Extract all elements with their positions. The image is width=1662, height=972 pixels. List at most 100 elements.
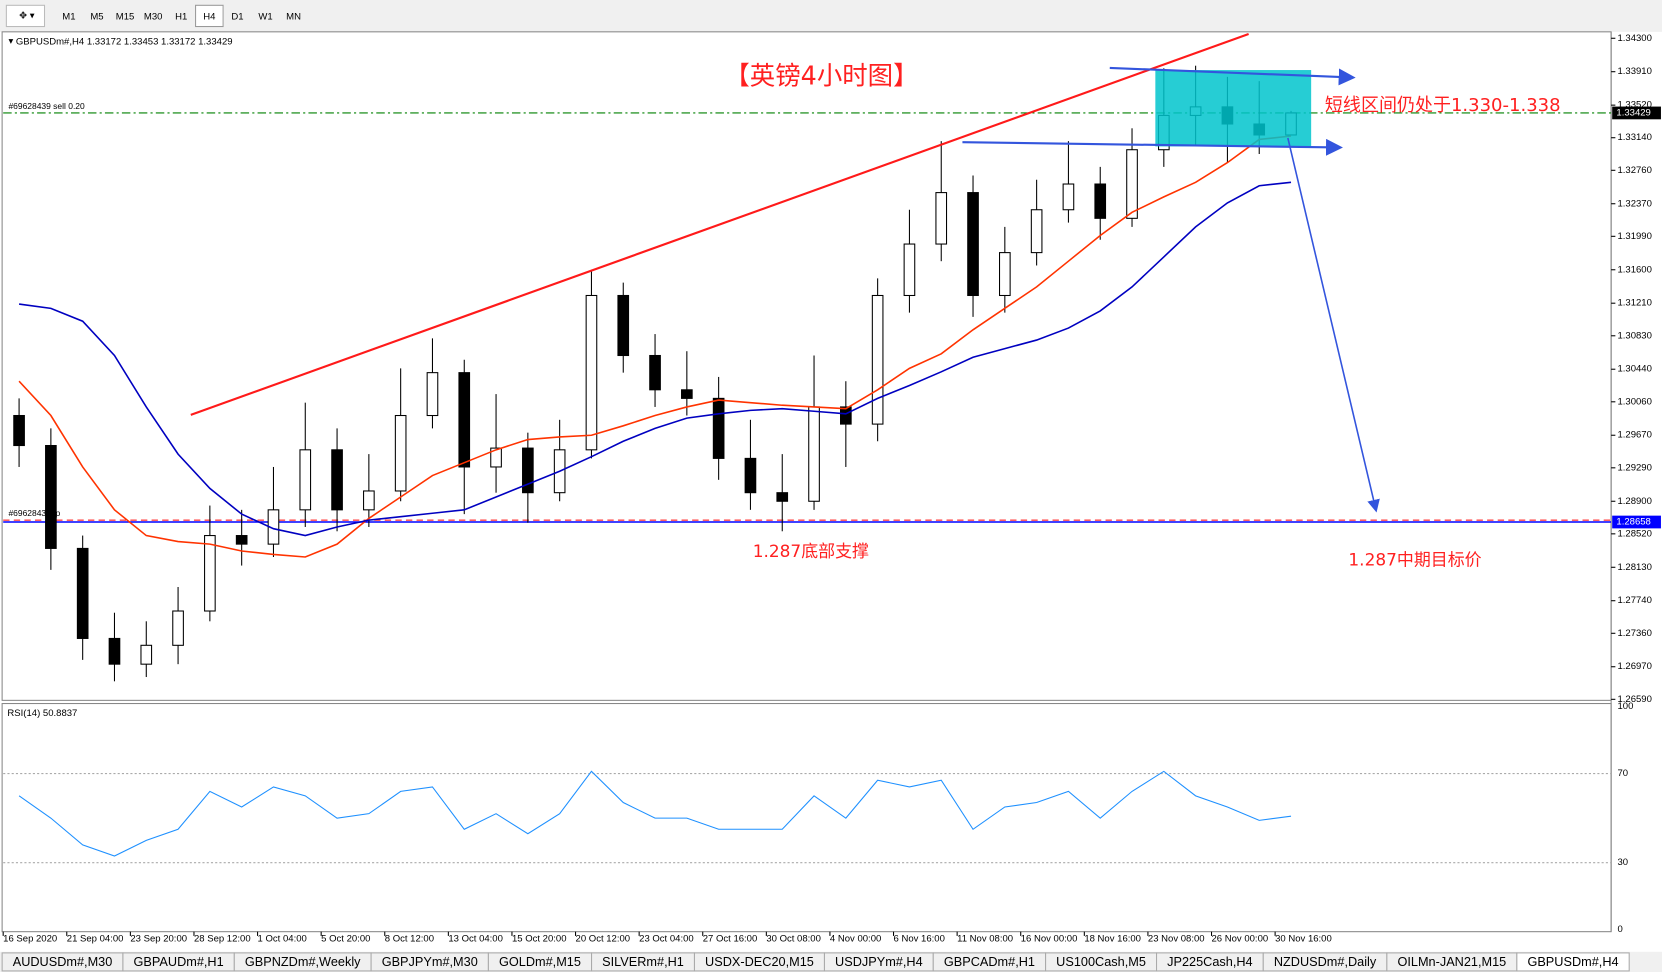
low: 1.33172 [161,36,195,47]
order-label: #69628439 sell 0.20 [8,101,85,111]
rsi-value: 50.8837 [43,708,77,719]
tab-label: GBPJPYm#,M30 [382,954,478,969]
y-tick-label: 1.30830 [1617,330,1651,341]
y-tick-label: 100 [1617,701,1633,712]
candle-body [1126,149,1138,219]
candle-body [1062,183,1075,211]
x-tick-label: 23 Nov 08:00 [1148,934,1205,945]
chart-annotation: 短线区间仍处于1.330-1.338 [1325,95,1561,116]
price-box [1612,106,1661,120]
main-panel [1,31,1612,701]
timeframe-label: M5 [90,11,103,22]
timeframe-label: H4 [203,11,216,22]
y-tick-label: 1.31990 [1617,231,1651,242]
y-tick-label: 1.28900 [1617,496,1651,507]
candle-body [204,535,216,612]
candle-body [299,449,312,511]
x-tick-label: 28 Sep 12:00 [194,934,251,945]
candle-body [1094,183,1107,219]
timeframe-label: M1 [62,11,75,22]
timeframe-button[interactable] [55,5,83,27]
candle-body [617,294,630,357]
timeframe-button[interactable] [195,4,224,28]
y-tick-label: 1.28130 [1617,562,1651,573]
candle-body [76,547,89,639]
candle-body [1030,209,1043,254]
tab-label: NZDUSDm#,Daily [1274,954,1377,969]
timeframe-button[interactable] [251,5,280,27]
x-tick-label: 18 Nov 16:00 [1084,934,1141,945]
y-tick-label: 1.34300 [1617,33,1651,44]
tab-label: GBPAUDm#,H1 [134,954,224,969]
tab-label: GOLDm#,M15 [499,954,581,969]
x-tick-label: 8 Oct 12:00 [385,934,434,945]
y-tick-label: 1.30440 [1617,364,1651,375]
timeframe-button[interactable] [223,5,252,27]
timeframe-label: D1 [231,11,243,22]
candle-body [522,447,534,494]
candle-body [712,397,725,459]
order-label: #69628439 tp [8,508,60,518]
x-tick-label: 21 Sep 04:00 [67,934,124,945]
x-tick-label: 20 Oct 12:00 [576,934,631,945]
candle-body [13,414,25,447]
candle-body [140,644,153,665]
arrow [1109,66,1356,86]
moving-average [18,135,1292,558]
chart-annotation: 1.287底部支撑 [753,541,869,561]
y-tick-label: 1.30060 [1617,396,1651,407]
candle-body [999,252,1011,297]
x-tick-label: 23 Sep 20:00 [130,934,187,945]
x-tick-label: 23 Oct 04:00 [639,934,694,945]
y-tick-label: 1.31210 [1617,298,1651,309]
x-tick-label: 13 Oct 04:00 [448,934,503,945]
candle-body [235,535,248,545]
candle-body [871,294,884,425]
rsi-line [18,770,1292,857]
price-box-label: 1.28658 [1616,517,1650,528]
x-tick-label: 30 Nov 16:00 [1275,934,1332,945]
x-tick-label: 6 Nov 16:00 [894,934,945,945]
y-tick-label: 1.26590 [1617,694,1651,705]
candle-body [935,192,948,245]
x-tick-label: 16 Sep 2020 [3,934,57,945]
candle-body [681,389,693,399]
y-tick-label: 1.32760 [1617,165,1651,176]
candle-body [776,492,789,502]
tab-label: GBPCADm#,H1 [944,954,1035,969]
timeframe-button[interactable] [279,5,308,27]
timeframe-button[interactable] [139,5,167,27]
rsi-info: RSI(14) 50.8837 [7,708,77,719]
tab[interactable] [1516,952,1630,972]
tabs: AUDUSDm#,M30 GBPAUDm#,H1 GBPNZDm#,Weekly GB… [1,952,1630,972]
candle-body [331,449,343,511]
timeframe-label: M15 [116,11,135,22]
timeframe-button[interactable] [83,5,111,27]
timeframe-label: M30 [144,11,163,22]
symbol-info: ▾ GBPUSDm#,H4 1.33172 1.33453 1.33172 1.… [8,36,232,47]
tab-label: USDX-DEC20,M15 [705,954,814,969]
y-tick-label: 1.31600 [1617,264,1651,275]
tab-label: GBPNZDm#,Weekly [245,954,361,969]
chart-annotation: 1.287中期目标价 [1348,549,1481,569]
candle-body [108,637,121,665]
rsi-title: RSI(14) [7,708,40,719]
timeframe-label: MN [286,11,301,22]
y-tick-label: 70 [1617,768,1628,779]
y-tick-label: 1.26970 [1617,661,1651,672]
x-tick-label: 11 Nov 08:00 [957,934,1013,945]
y-tick-label: 1.33140 [1617,132,1651,143]
timeframe-label: W1 [258,11,272,22]
x-tick-label: 30 Oct 08:00 [766,934,821,945]
y-tick-label: 1.28520 [1617,528,1651,539]
y-tick-label: 1.29670 [1617,430,1651,441]
timeframe-button[interactable] [111,5,139,27]
tool-button[interactable] [5,4,46,28]
arrow [962,138,1343,156]
candle-body [172,610,184,646]
price-box-label: 1.33429 [1616,107,1650,118]
arrow [1287,137,1380,513]
y-tick-label: 1.32370 [1617,198,1651,209]
timeframe-button[interactable] [167,5,196,27]
